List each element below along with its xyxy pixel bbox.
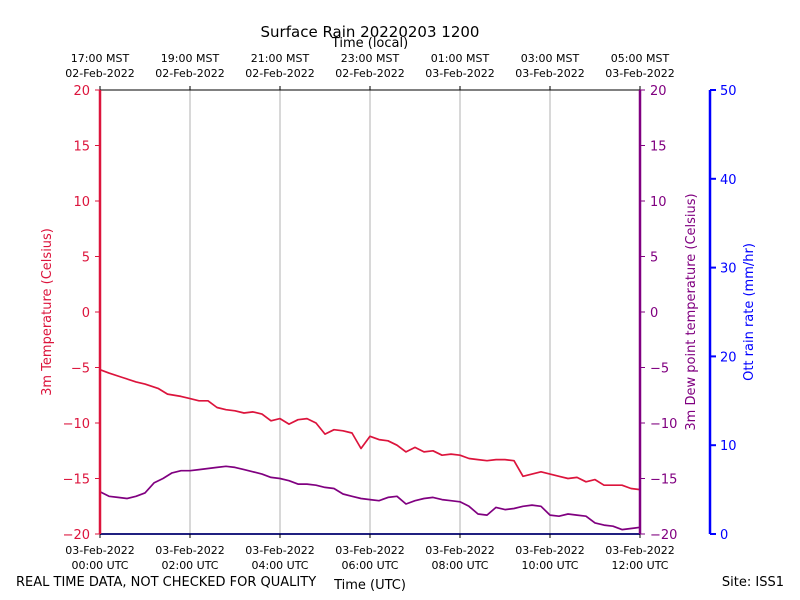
left-tick-label: −5: [71, 362, 90, 377]
right-tick-label: −15: [650, 473, 677, 488]
top-tick-date: 02-Feb-2022: [245, 67, 314, 80]
quality-disclaimer: REAL TIME DATA, NOT CHECKED FOR QUALITY: [16, 575, 317, 590]
rain-tick-label: 30: [720, 262, 737, 277]
gridlines: [189, 90, 551, 534]
right-tick-label: 0: [650, 306, 658, 321]
left-tick-label: 0: [82, 306, 90, 321]
bottom-xlabel: Time (UTC): [333, 578, 406, 593]
right-tick-label: 15: [650, 140, 667, 155]
left-tick-label: 10: [73, 195, 90, 210]
top-tick-date: 02-Feb-2022: [65, 67, 134, 80]
x-tick-date: 03-Feb-2022: [335, 544, 404, 557]
x-tick-time: 06:00 UTC: [341, 559, 398, 572]
left-tick-label: 20: [73, 84, 90, 99]
x-tick-date: 03-Feb-2022: [515, 544, 584, 557]
temperature-line: [99, 368, 641, 491]
x-tick-labels: 03-Feb-2022 00:00 UTC 03-Feb-2022 02:00 UTC…: [65, 52, 674, 572]
x-tick-time: 10:00 UTC: [521, 559, 578, 572]
top-tick-date: 03-Feb-2022: [605, 67, 674, 80]
top-tick-date: 03-Feb-2022: [425, 67, 494, 80]
top-tick-time: 05:00 MST: [611, 52, 670, 65]
plot-frame: [98, 89, 712, 535]
right-tick-label: 5: [650, 251, 658, 266]
top-tick-date: 03-Feb-2022: [515, 67, 584, 80]
rain-tick-label: 40: [720, 173, 737, 188]
x-tick-date: 03-Feb-2022: [65, 544, 134, 557]
top-tick-time: 19:00 MST: [161, 52, 220, 65]
x-tick-time: 08:00 UTC: [431, 559, 488, 572]
top-tick-time: 23:00 MST: [341, 52, 400, 65]
right-tick-label: −10: [650, 417, 677, 432]
rain-tick-label: 0: [720, 528, 728, 543]
x-tick-date: 03-Feb-2022: [425, 544, 494, 557]
top-tick-time: 21:00 MST: [251, 52, 310, 65]
y-tick-labels: −20 −15 −10 −5 0 5 10 15 20 −20 −15 −10 −5 0 5 10 15 20 0 1…: [63, 84, 737, 543]
chart-title: Surface Rain 20220203 1200: [261, 23, 480, 41]
top-tick-time: 03:00 MST: [521, 52, 580, 65]
right-tick-label: 10: [650, 195, 667, 210]
left-tick-label: −15: [63, 473, 90, 488]
left-tick-label: −20: [63, 528, 90, 543]
top-tick-time: 01:00 MST: [431, 52, 490, 65]
rain-axis-label: Ott rain rate (mm/hr): [742, 243, 757, 381]
x-tick-time: 02:00 UTC: [161, 559, 218, 572]
rain-tick-label: 10: [720, 439, 737, 454]
dewpoint-line: [99, 465, 641, 531]
x-tick-time: 12:00 UTC: [611, 559, 668, 572]
top-xlabel: Time (local): [331, 36, 408, 51]
left-axis-label: 3m Temperature (Celsius): [40, 228, 55, 396]
top-tick-date: 02-Feb-2022: [335, 67, 404, 80]
right-tick-label: 20: [650, 84, 667, 99]
x-tick-time: 00:00 UTC: [71, 559, 128, 572]
right-tick-label: −20: [650, 528, 677, 543]
left-tick-label: 5: [82, 251, 90, 266]
left-tick-label: 15: [73, 140, 90, 155]
site-label: Site: ISS1: [721, 575, 784, 590]
top-tick-date: 02-Feb-2022: [155, 67, 224, 80]
x-tick-date: 03-Feb-2022: [605, 544, 674, 557]
left-tick-label: −10: [63, 417, 90, 432]
x-tick-date: 03-Feb-2022: [245, 544, 314, 557]
rain-tick-label: 50: [720, 84, 737, 99]
right-tick-label: −5: [650, 362, 669, 377]
x-tick-time: 04:00 UTC: [251, 559, 308, 572]
right-axis-label: 3m Dew point temperature (Celsius): [684, 193, 699, 430]
top-tick-time: 17:00 MST: [71, 52, 130, 65]
rain-tick-label: 20: [720, 350, 737, 365]
x-tick-date: 03-Feb-2022: [155, 544, 224, 557]
